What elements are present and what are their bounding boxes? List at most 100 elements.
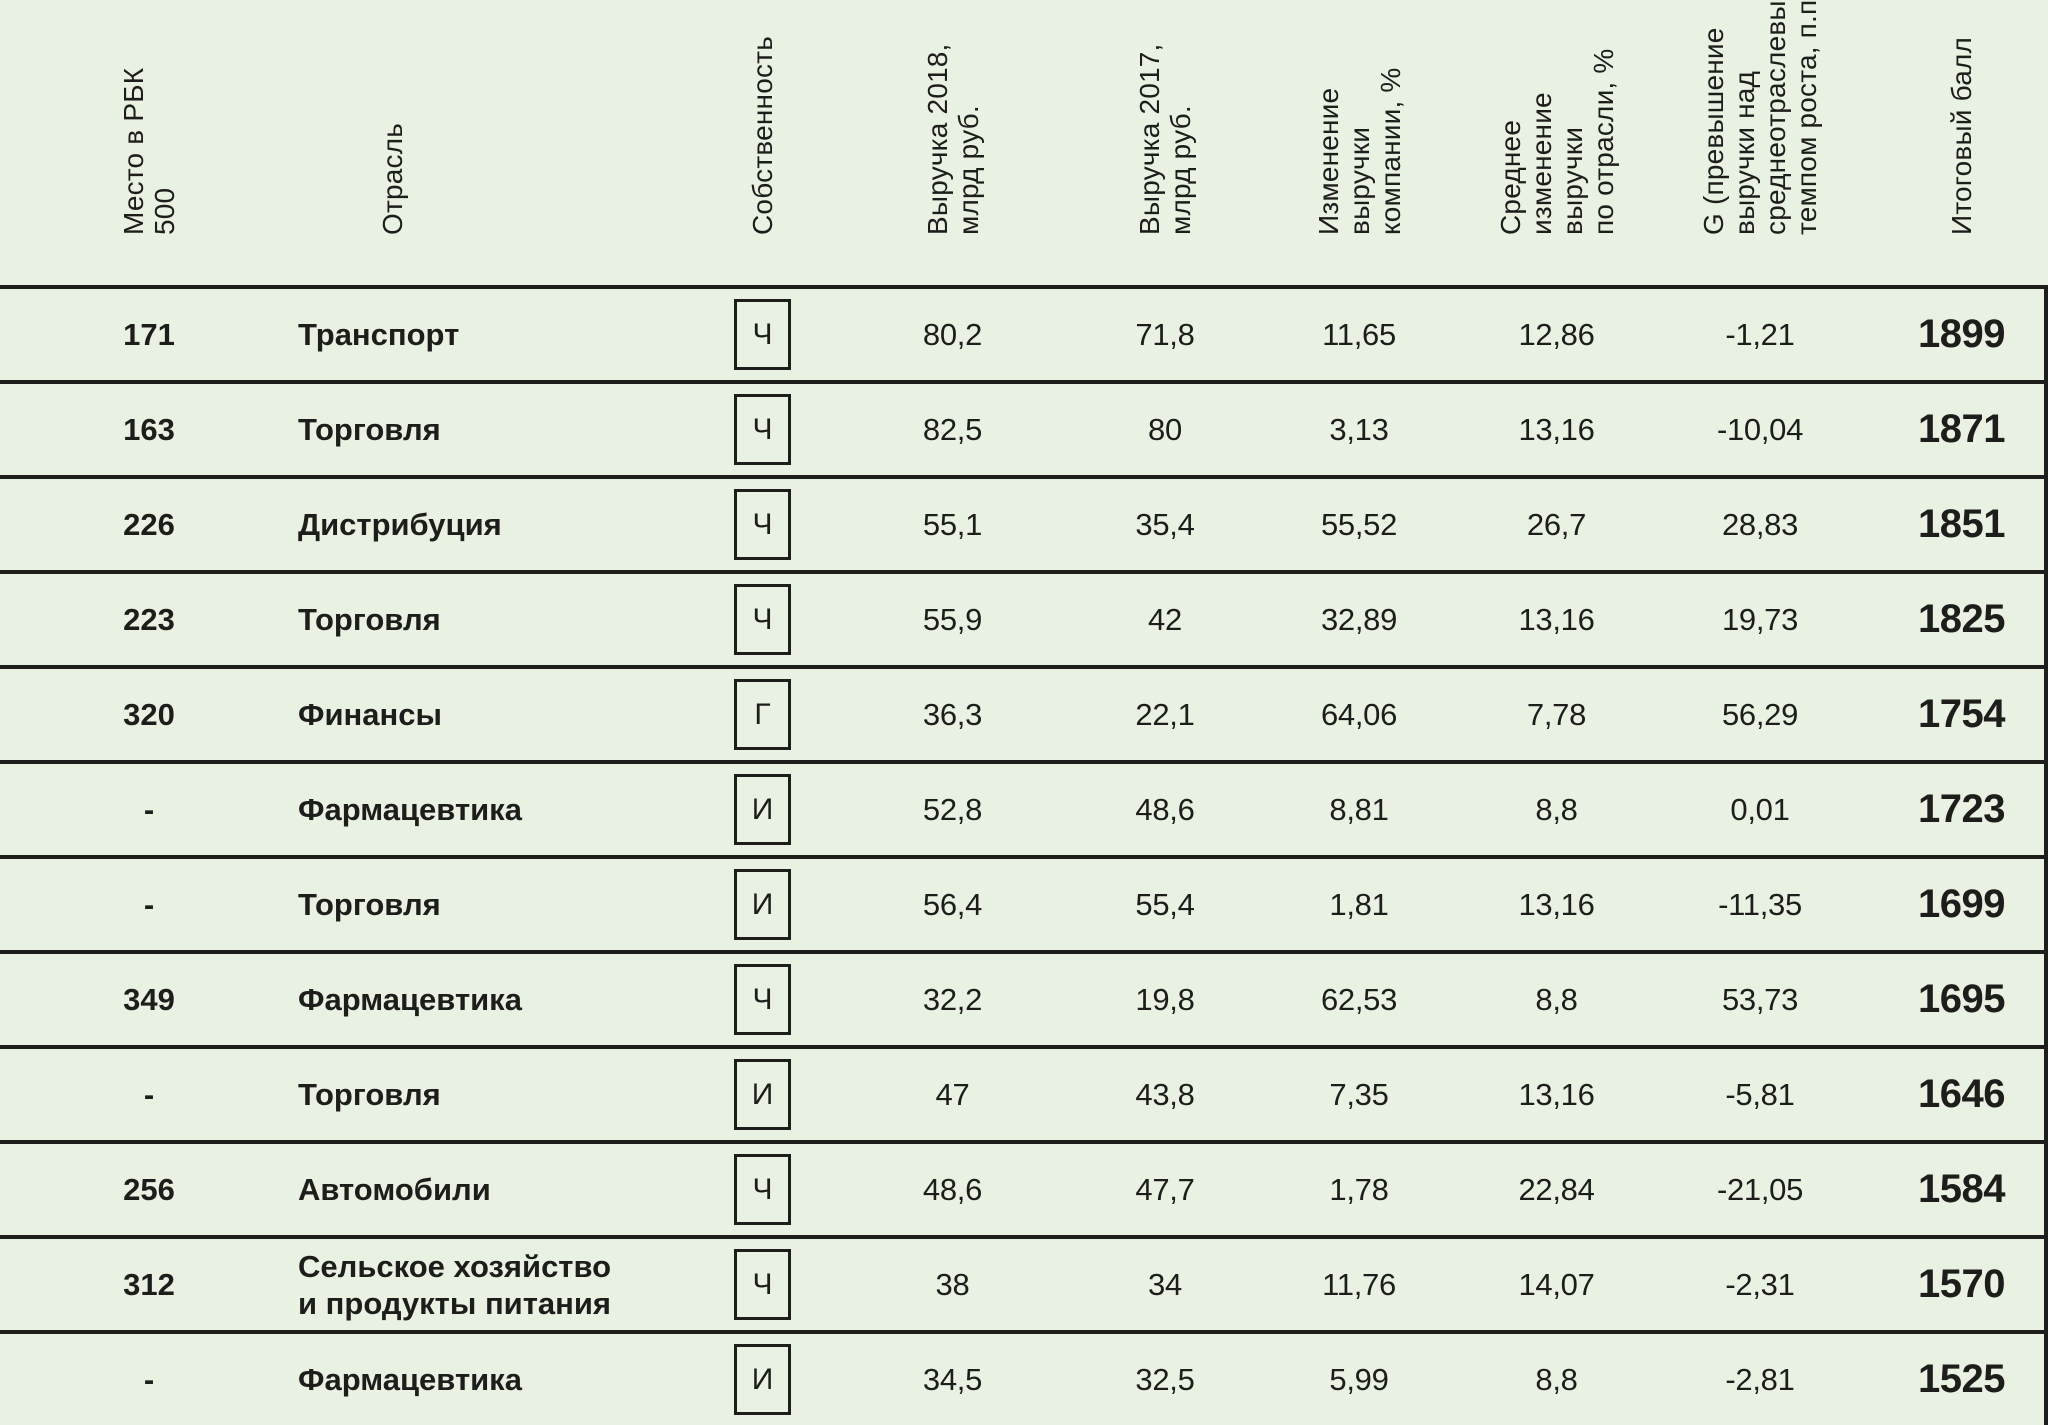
ownership-cell: Ч — [700, 299, 825, 370]
revenue-2018-cell: 82,5 — [922, 411, 983, 447]
company-change-cell: 64,06 — [1320, 696, 1398, 732]
ownership-cell: И — [700, 774, 825, 845]
company-change-cell: 1,81 — [1329, 886, 1389, 922]
revenue-2018-cell: 48,6 — [922, 1171, 983, 1207]
industry-cell: Торговля — [298, 1077, 441, 1112]
revenue-2018-cell: 36,3 — [922, 696, 983, 732]
ownership-cell: Ч — [700, 584, 825, 655]
ownership-badge: И — [734, 869, 791, 940]
ownership-cell: И — [700, 1344, 825, 1415]
ownership-cell: Ч — [700, 394, 825, 465]
industry-cell: Дистрибуция — [298, 507, 502, 542]
score-cell: 1695 — [1918, 977, 2005, 1021]
column-header-score-label: Итоговый балл — [1946, 36, 1977, 235]
g-excess-cell: -21,05 — [1716, 1171, 1804, 1207]
score-cell: 1525 — [1918, 1357, 2005, 1401]
g-excess-cell: -2,31 — [1725, 1266, 1795, 1302]
industry-cell: Фармацевтика — [298, 792, 522, 827]
company-change-cell: 1,78 — [1329, 1171, 1389, 1207]
score-cell: 1584 — [1918, 1167, 2005, 1211]
rank-cell: - — [143, 886, 155, 922]
rank-cell: 349 — [123, 981, 175, 1017]
table-row: - Торговля И 56,4 55,4 1,81 13,16 -11,35… — [0, 855, 2048, 950]
column-header-g-excess-label: G (превышение выручки над среднеотраслев… — [1698, 0, 1822, 235]
table-row: - Фармацевтика И 34,5 32,5 5,99 8,8 -2,8… — [0, 1330, 2048, 1425]
g-excess-cell: -10,04 — [1716, 411, 1804, 447]
revenue-2017-cell: 35,4 — [1135, 506, 1195, 542]
table-row: 320 Финансы Г 36,3 22,1 64,06 7,78 56,29… — [0, 665, 2048, 760]
industry-avg-change-cell: 7,78 — [1526, 696, 1587, 732]
rank-cell: 320 — [123, 696, 175, 732]
ownership-badge: Ч — [734, 584, 791, 655]
revenue-2017-cell: 19,8 — [1135, 981, 1195, 1017]
company-change-cell: 8,81 — [1329, 791, 1389, 827]
revenue-2017-cell: 80 — [1148, 411, 1182, 447]
ownership-badge: Ч — [734, 394, 791, 465]
g-excess-cell: -1,21 — [1725, 316, 1795, 352]
score-cell: 1899 — [1918, 312, 2005, 356]
industry-cell: Транспорт — [298, 317, 460, 352]
rank-cell: 223 — [123, 601, 175, 637]
table-row: 349 Фармацевтика Ч 32,2 19,8 62,53 8,8 5… — [0, 950, 2048, 1045]
rank-cell: 163 — [123, 411, 175, 447]
column-header-revenue-2017-label: Выручка 2017, млрд руб. — [1134, 43, 1196, 235]
industry-avg-change-cell: 26,7 — [1526, 506, 1587, 542]
revenue-2017-cell: 55,4 — [1135, 886, 1195, 922]
table-row: - Торговля И 47 43,8 7,35 13,16 -5,81 16… — [0, 1045, 2048, 1140]
score-cell: 1646 — [1918, 1072, 2005, 1116]
rank-cell: 171 — [123, 316, 175, 352]
table-header: Место в РБК 500 Отрасль Собственность Вы… — [0, 0, 2048, 285]
g-excess-cell: 28,83 — [1721, 506, 1799, 542]
rank-cell: 226 — [123, 506, 175, 542]
column-header-company-change-label: Изменение выручки компании, % — [1313, 67, 1406, 235]
industry-avg-change-cell: 14,07 — [1518, 1266, 1595, 1302]
g-excess-cell: -11,35 — [1718, 886, 1802, 922]
revenue-2017-cell: 43,8 — [1135, 1076, 1195, 1112]
industry-cell: Фармацевтика — [298, 1362, 522, 1397]
rank-cell: - — [143, 791, 155, 827]
company-change-cell: 55,52 — [1320, 506, 1398, 542]
industry-avg-change-cell: 8,8 — [1535, 1361, 1578, 1397]
ownership-cell: Ч — [700, 489, 825, 560]
score-cell: 1699 — [1918, 882, 2005, 926]
g-excess-cell: 19,73 — [1721, 601, 1799, 637]
rank-cell: - — [143, 1076, 155, 1112]
industry-cell: Торговля — [298, 412, 441, 447]
table-row: 226 Дистрибуция Ч 55,1 35,4 55,52 26,7 2… — [0, 475, 2048, 570]
ownership-badge: Ч — [734, 489, 791, 560]
revenue-2017-cell: 22,1 — [1135, 696, 1195, 732]
industry-cell: Торговля — [298, 887, 441, 922]
ownership-badge: Ч — [734, 299, 791, 370]
revenue-2018-cell: 55,1 — [922, 506, 983, 542]
company-change-cell: 11,76 — [1322, 1266, 1396, 1302]
rank-cell: 312 — [123, 1266, 175, 1302]
table-row: 223 Торговля Ч 55,9 42 32,89 13,16 19,73… — [0, 570, 2048, 665]
company-change-cell: 32,89 — [1320, 601, 1398, 637]
table-row: - Фармацевтика И 52,8 48,6 8,81 8,8 0,01… — [0, 760, 2048, 855]
revenue-2018-cell: 80,2 — [922, 316, 983, 352]
revenue-2017-cell: 71,8 — [1135, 316, 1195, 352]
score-cell: 1825 — [1918, 597, 2005, 641]
industry-cell: Фармацевтика — [298, 982, 522, 1017]
revenue-2018-cell: 34,5 — [922, 1361, 983, 1397]
table-right-border — [2044, 285, 2048, 1425]
revenue-2018-cell: 56,4 — [922, 886, 983, 922]
revenue-2017-cell: 48,6 — [1135, 791, 1195, 827]
revenue-2017-cell: 34 — [1148, 1266, 1182, 1302]
industry-avg-change-cell: 13,16 — [1518, 601, 1595, 637]
table-row: 256 Автомобили Ч 48,6 47,7 1,78 22,84 -2… — [0, 1140, 2048, 1235]
revenue-2018-cell: 47 — [935, 1076, 970, 1112]
g-excess-cell: -5,81 — [1725, 1076, 1795, 1112]
column-header-rank-label: Место в РБК 500 — [118, 67, 180, 235]
ownership-cell: И — [700, 1059, 825, 1130]
table-row: 312 Сельское хозяйство и продукты питани… — [0, 1235, 2048, 1330]
ownership-badge: Ч — [734, 1154, 791, 1225]
g-excess-cell: 53,73 — [1721, 981, 1799, 1017]
ownership-cell: Ч — [700, 964, 825, 1035]
revenue-2018-cell: 52,8 — [922, 791, 983, 827]
ownership-badge: И — [734, 1059, 791, 1130]
revenue-2017-cell: 32,5 — [1135, 1361, 1195, 1397]
table-row: 163 Торговля Ч 82,5 80 3,13 13,16 -10,04… — [0, 380, 2048, 475]
ownership-cell: И — [700, 869, 825, 940]
industry-cell: Финансы — [298, 697, 442, 732]
